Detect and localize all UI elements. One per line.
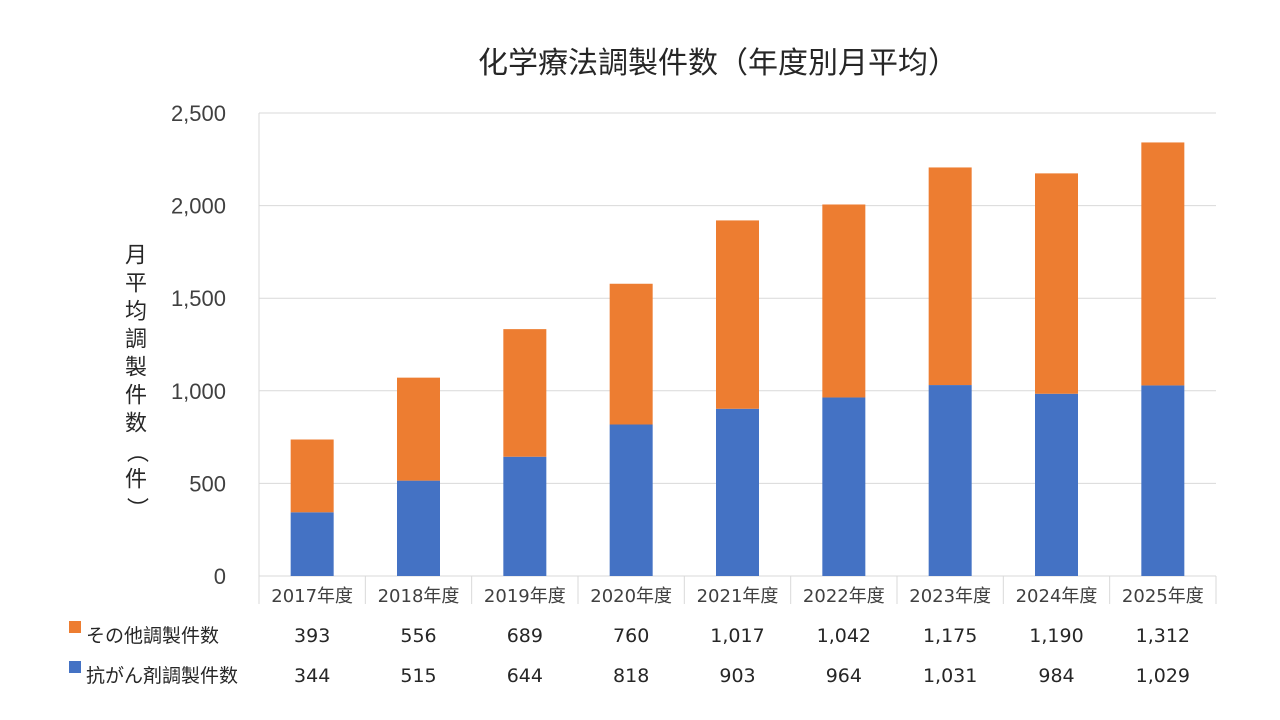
bar-anticancer-5 (822, 397, 866, 576)
x-category-label: 2020年度 (590, 586, 672, 607)
y-axis-label-char: 調 (125, 328, 147, 353)
bar-other-7 (1035, 173, 1078, 394)
y-axis-label-char: 件 (125, 384, 147, 409)
bar-anticancer-7 (1035, 393, 1078, 576)
y-tick-label: 500 (189, 471, 226, 496)
data-label: 1,029 (1136, 665, 1190, 687)
bar-anticancer-8 (1141, 385, 1185, 576)
legend-swatch (69, 621, 81, 633)
x-category-label: 2022年度 (803, 586, 885, 607)
data-label: 984 (1038, 665, 1074, 687)
data-label: 1,190 (1029, 625, 1083, 647)
y-axis-label-char: 月 (125, 244, 147, 269)
x-category-label: 2021年度 (697, 586, 779, 607)
bar-anticancer-0 (290, 512, 334, 576)
bar-other-3 (609, 283, 653, 425)
bar-anticancer-6 (928, 385, 972, 576)
data-label: 1,017 (710, 625, 764, 647)
x-category-label: 2018年度 (378, 586, 460, 607)
data-label: 1,312 (1136, 625, 1190, 647)
y-axis-label-char: 均 (125, 300, 147, 325)
bar-other-5 (822, 204, 866, 398)
axis-layer: 0 500 1,000 1,500 2,000 2,500 2017年度 2018年度 2019… (171, 101, 1204, 607)
bar-anticancer-3 (609, 424, 653, 576)
bar-layer (290, 142, 1185, 576)
data-label: 393 (294, 625, 330, 647)
data-label: 689 (507, 625, 543, 647)
y-tick-label: 1,000 (171, 379, 226, 404)
y-tick-label: 1,500 (171, 286, 226, 311)
bar-other-0 (290, 439, 334, 513)
bar-other-4 (716, 220, 759, 409)
data-label: 903 (719, 665, 755, 687)
legend-swatch (69, 661, 81, 673)
data-label: 818 (613, 665, 649, 687)
data-label: 964 (826, 665, 862, 687)
y-axis-label-char: 製 (125, 356, 147, 381)
data-label: 344 (294, 665, 330, 687)
bar-other-1 (397, 377, 440, 481)
data-label: 1,042 (817, 625, 871, 647)
data-label: 1,031 (923, 665, 977, 687)
legend-label: 抗がん剤調製件数 (86, 665, 238, 687)
data-label: 760 (613, 625, 649, 647)
y-axis-label-char: （ (124, 441, 149, 463)
bar-other-8 (1141, 142, 1185, 386)
data-label: 556 (400, 625, 436, 647)
x-category-label: 2025年度 (1122, 586, 1204, 607)
y-axis-label-char: 件 (125, 468, 147, 493)
data-table: その他調製件数 393 556 689 760 1,017 1,042 1,175 1,190 1… (69, 621, 1190, 687)
x-category-label: 2024年度 (1016, 586, 1098, 607)
bar-anticancer-4 (716, 408, 759, 576)
x-category-label: 2019年度 (484, 586, 566, 607)
x-category-label: 2023年度 (909, 586, 991, 607)
y-tick-label: 2,000 (171, 194, 226, 219)
y-axis-label-char: 平 (125, 272, 147, 297)
legend-label: その他調製件数 (86, 625, 219, 647)
bar-other-6 (928, 167, 972, 386)
y-tick-label: 2,500 (171, 101, 226, 126)
data-label: 644 (507, 665, 543, 687)
bar-other-2 (503, 329, 547, 457)
chart-title: 化学療法調製件数（年度別月平均） (478, 46, 958, 81)
y-axis-label-char: ） (124, 497, 149, 519)
data-label: 515 (400, 665, 436, 687)
y-tick-label: 0 (214, 564, 226, 589)
data-label: 1,175 (923, 625, 977, 647)
bar-anticancer-1 (397, 480, 440, 576)
x-category-label: 2017年度 (271, 586, 353, 607)
bar-anticancer-2 (503, 456, 547, 576)
y-axis-label-char: 数 (125, 412, 147, 437)
